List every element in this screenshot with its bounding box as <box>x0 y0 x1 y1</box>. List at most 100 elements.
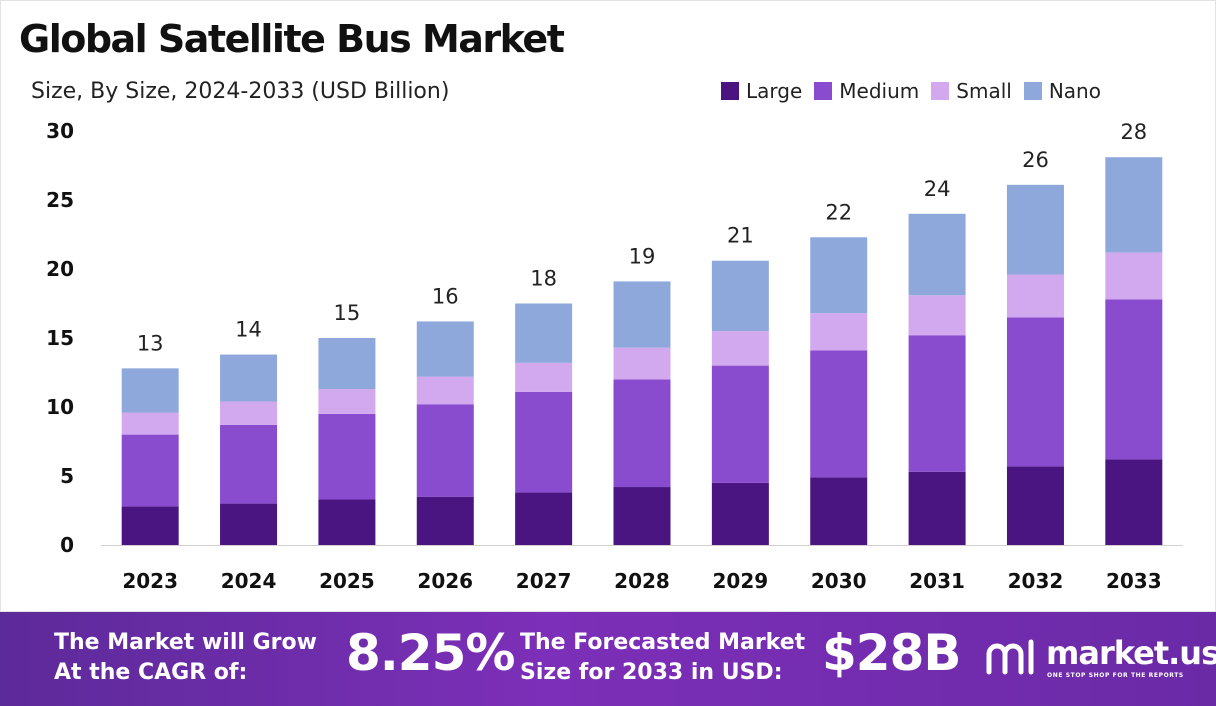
bar-segment-large <box>121 506 179 545</box>
bar-segment-small <box>810 313 868 351</box>
bar-segment-nano <box>1105 157 1163 253</box>
bar-total-label: 24 <box>924 177 951 201</box>
x-tick-label: 2026 <box>417 569 473 593</box>
legend-swatch-large <box>721 82 739 100</box>
x-tick-label: 2033 <box>1106 569 1162 593</box>
y-tick-label: 15 <box>46 326 74 350</box>
y-tick-label: 25 <box>46 188 74 212</box>
cagr-value: 8.25% <box>346 624 515 682</box>
bar-total-label: 19 <box>629 244 656 268</box>
bar-segment-large <box>613 487 671 545</box>
bar-segment-nano <box>121 368 179 413</box>
bar-total-label: 22 <box>825 200 852 224</box>
bar-segment-small <box>1006 274 1064 318</box>
bar-segment-medium <box>1006 317 1064 467</box>
bar-segment-small <box>1105 252 1163 300</box>
legend-swatch-small <box>931 82 950 100</box>
bar-segment-nano <box>515 303 573 363</box>
legend-label-medium: Medium <box>839 79 920 103</box>
bar-segment-nano <box>416 321 474 377</box>
stacked-bar-chart: 0510152025301320231420241520251620261820… <box>46 119 1183 593</box>
cagr-label-line2: At the CAGR of: <box>54 660 248 685</box>
bar-segment-medium <box>318 413 376 500</box>
bar-segment-small <box>416 376 474 405</box>
bar-segment-medium <box>220 424 278 504</box>
chart-legend: Large Medium Small Nano <box>721 79 1113 103</box>
bar-total-label: 18 <box>530 267 557 291</box>
bar-segment-nano <box>711 260 769 332</box>
cagr-label-line1: The Market will Grow <box>54 630 317 655</box>
x-tick-label: 2030 <box>811 569 867 593</box>
legend-label-large: Large <box>746 79 803 103</box>
bar-segment-nano <box>318 338 376 390</box>
bar-segment-large <box>318 499 376 545</box>
legend-item-small: Small <box>931 79 1012 103</box>
bar-total-label: 16 <box>432 284 459 308</box>
x-tick-label: 2027 <box>516 569 572 593</box>
bar-segment-nano <box>220 354 278 402</box>
legend-label-small: Small <box>956 79 1012 103</box>
bar-total-label: 28 <box>1120 120 1147 144</box>
bar-segment-medium <box>908 335 966 472</box>
chart-card: Global Satellite Bus Market Size, By Siz… <box>0 0 1216 612</box>
x-tick-label: 2025 <box>319 569 375 593</box>
bar-segment-large <box>1006 466 1064 545</box>
bar-segment-nano <box>908 213 966 296</box>
y-tick-label: 5 <box>60 464 74 488</box>
legend-item-large: Large <box>721 79 802 103</box>
bar-segment-large <box>416 496 474 545</box>
forecast-value: $28B <box>822 624 961 682</box>
x-tick-label: 2031 <box>909 569 965 593</box>
bar-segment-medium <box>613 379 671 488</box>
forecast-label: The Forecasted Market Size for 2033 in U… <box>520 628 805 688</box>
forecast-label-line2: Size for 2033 in USD: <box>520 660 783 685</box>
bar-total-label: 26 <box>1022 148 1049 172</box>
bar-total-label: 14 <box>235 318 262 342</box>
bar-segment-nano <box>613 281 671 348</box>
bar-segment-large <box>515 492 573 545</box>
brand-tagline: ONE STOP SHOP FOR THE REPORTS <box>1047 672 1184 679</box>
bar-segment-medium <box>711 365 769 483</box>
y-tick-label: 30 <box>46 119 74 143</box>
bar-segment-large <box>810 477 868 545</box>
bar-segment-small <box>908 295 966 336</box>
bar-segment-large <box>908 471 966 545</box>
bar-segment-medium <box>810 350 868 478</box>
forecast-label-line1: The Forecasted Market <box>520 630 806 655</box>
x-tick-label: 2023 <box>122 569 178 593</box>
legend-swatch-medium <box>814 82 833 100</box>
bar-segment-small <box>613 347 671 380</box>
bar-segment-medium <box>416 404 474 497</box>
bar-segment-medium <box>1105 299 1163 460</box>
bar-segment-large <box>711 482 769 545</box>
x-tick-label: 2024 <box>221 569 277 593</box>
bar-segment-large <box>1105 459 1163 545</box>
legend-item-medium: Medium <box>814 79 919 103</box>
bar-segment-small <box>121 412 179 435</box>
bar-total-label: 13 <box>137 331 164 355</box>
y-tick-label: 20 <box>46 257 74 281</box>
legend-label-nano: Nano <box>1048 79 1101 103</box>
market-us-logo-icon <box>986 639 1034 675</box>
bar-segment-nano <box>810 237 868 314</box>
legend-swatch-nano <box>1023 82 1042 100</box>
brand-name: market.us <box>1046 634 1216 672</box>
bar-segment-medium <box>121 434 179 507</box>
x-tick-label: 2029 <box>713 569 769 593</box>
bar-segment-nano <box>1006 184 1064 275</box>
y-tick-label: 0 <box>60 533 74 557</box>
cagr-label: The Market will Grow At the CAGR of: <box>54 628 317 688</box>
bar-segment-medium <box>515 391 573 493</box>
bar-total-label: 15 <box>334 301 361 325</box>
y-tick-label: 10 <box>46 395 74 419</box>
bar-segment-small <box>515 362 573 392</box>
bar-total-label: 21 <box>727 224 754 248</box>
chart-subtitle: Size, By Size, 2024-2033 (USD Billion) <box>31 79 450 104</box>
bar-segment-small <box>711 331 769 366</box>
bar-segment-small <box>220 401 278 425</box>
bar-segment-small <box>318 389 376 414</box>
bar-segment-large <box>220 503 278 545</box>
summary-banner: The Market will Grow At the CAGR of: 8.2… <box>0 612 1216 706</box>
legend-item-nano: Nano <box>1023 79 1101 103</box>
chart-title: Global Satellite Bus Market <box>19 17 565 61</box>
